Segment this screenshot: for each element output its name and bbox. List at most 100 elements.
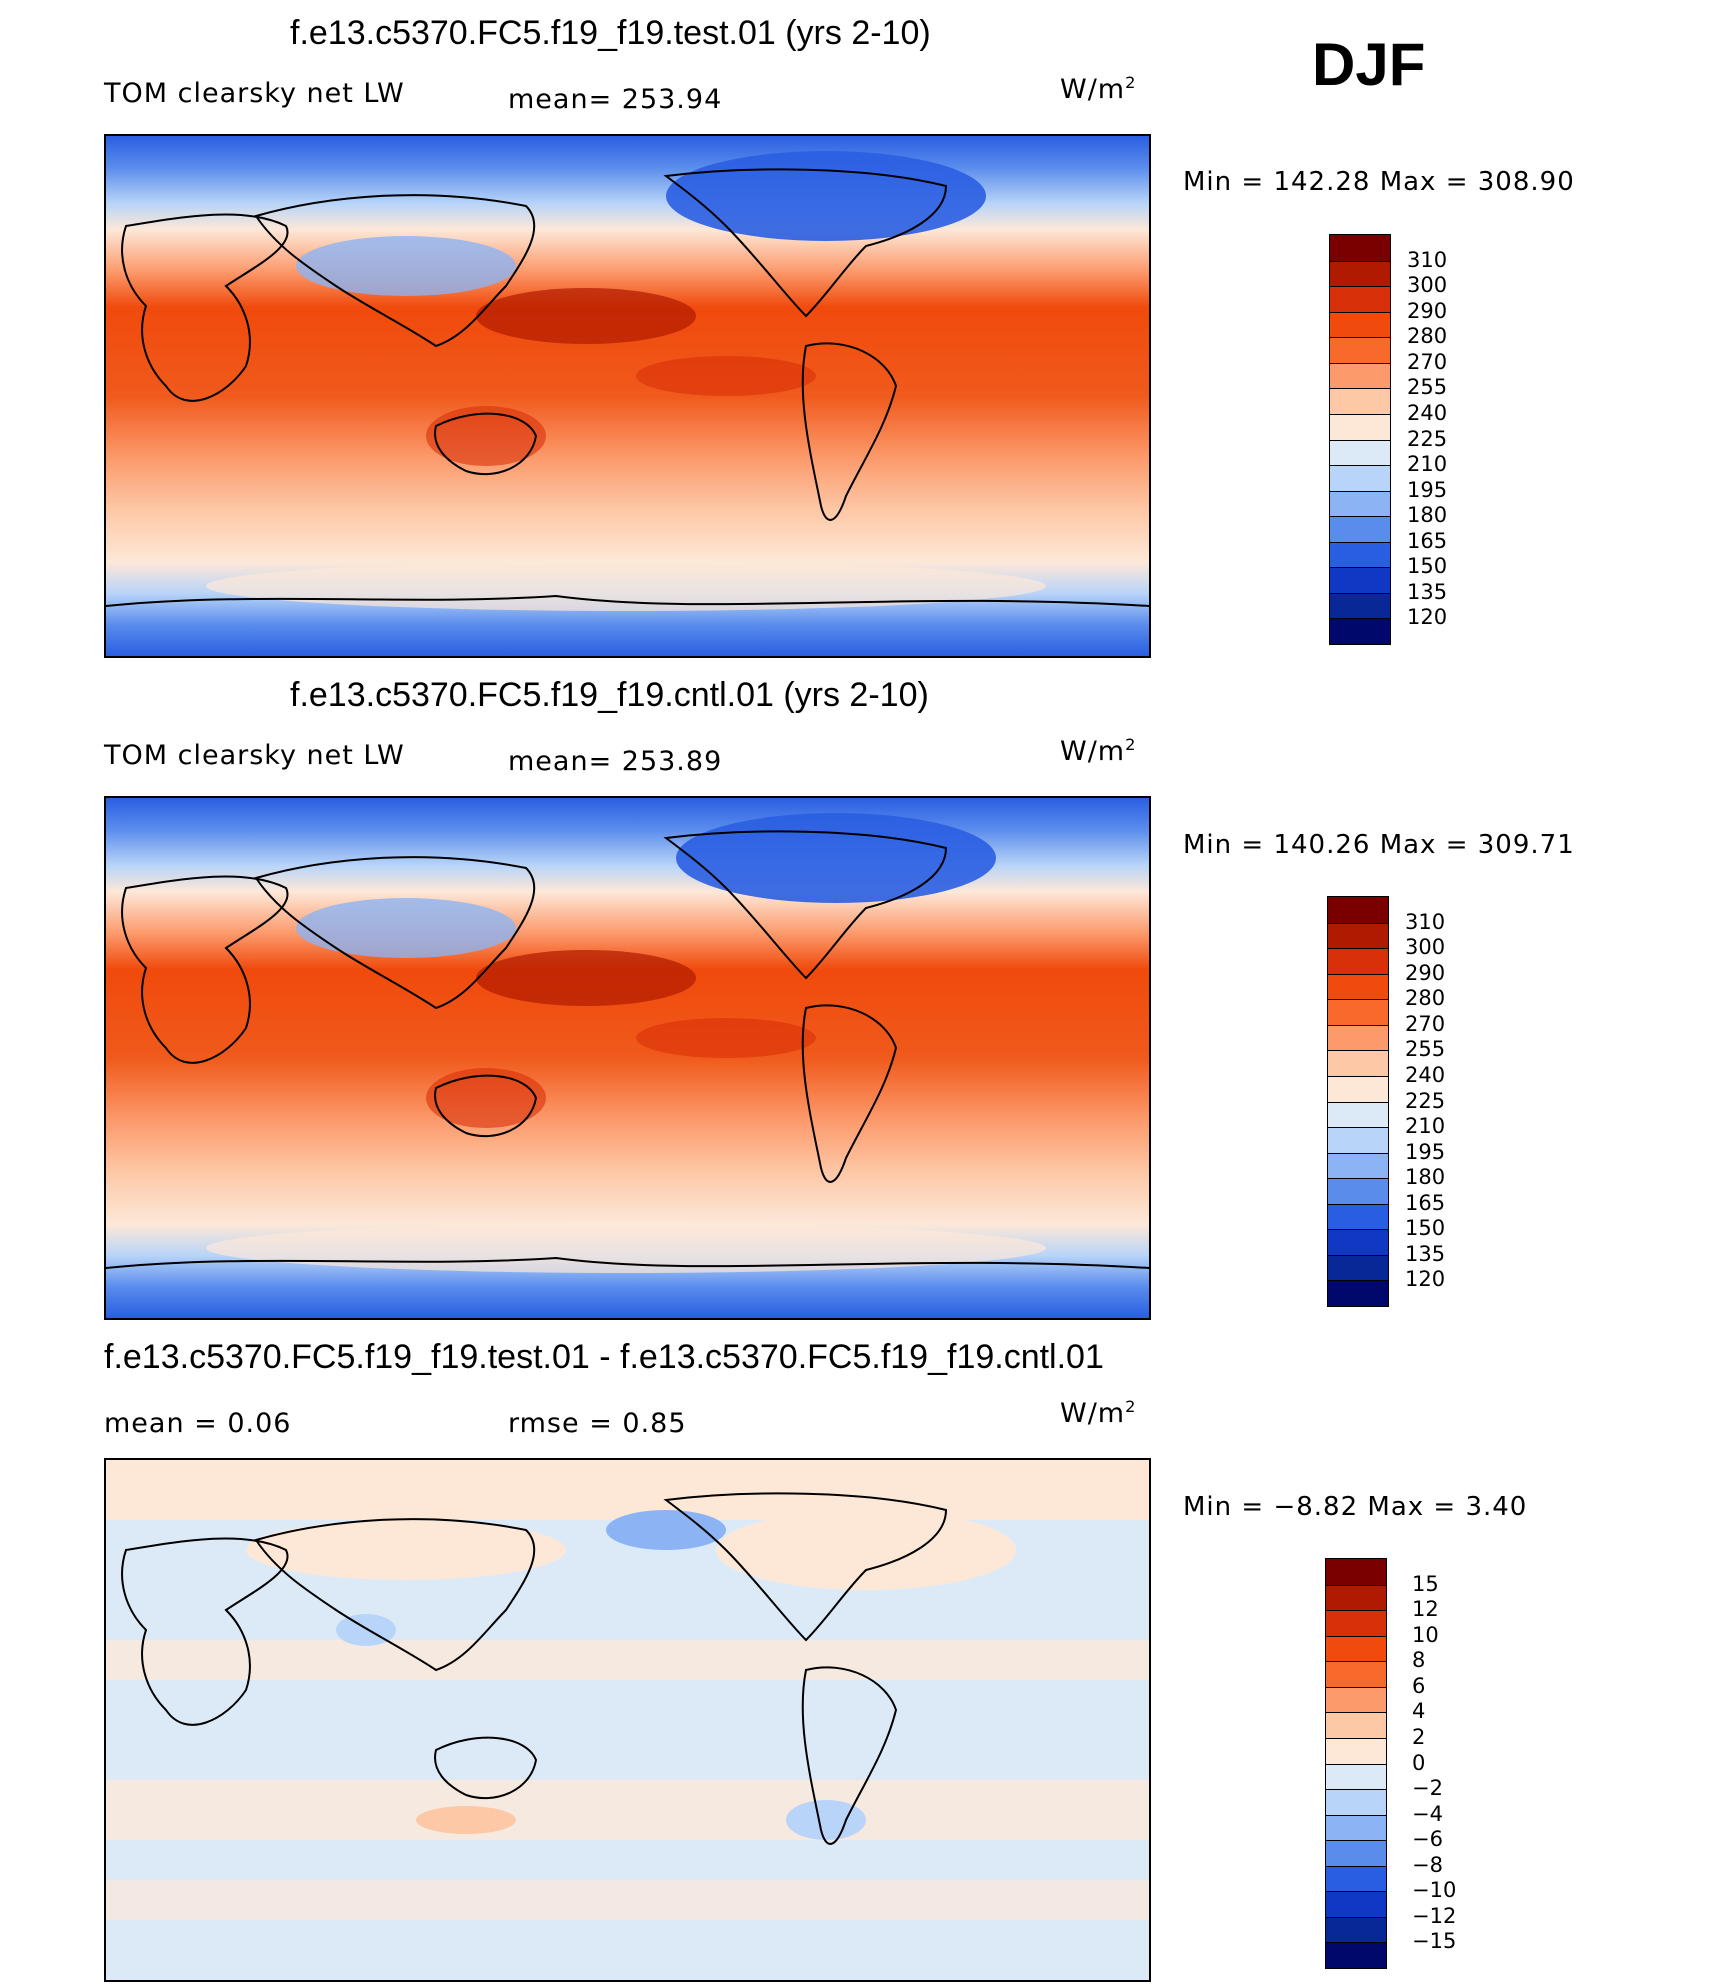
panel-2-title: f.e13.c5370.FC5.f19_f19.cntl.01 (yrs 2-1… [290, 676, 929, 714]
colorbar-tick-label: −4 [1412, 1801, 1443, 1826]
colorbar-tick-label: 15 [1412, 1571, 1439, 1596]
colorbar-swatch [1328, 1280, 1388, 1306]
panel-2-units: W/m2 [1060, 735, 1137, 767]
colorbar-swatch [1330, 490, 1390, 517]
colorbar-swatch [1328, 1254, 1388, 1281]
colorbar-tick-label: 150 [1407, 554, 1448, 579]
colorbar-swatch [1330, 567, 1390, 593]
colorbar-tick-label: −10 [1412, 1878, 1457, 1903]
colorbar-swatch [1326, 1789, 1386, 1815]
colorbar-tick-label: 195 [1405, 1139, 1446, 1164]
panel-1-title: f.e13.c5370.FC5.f19_f19.test.01 (yrs 2-1… [290, 14, 931, 52]
colorbar-tick-label: 270 [1407, 349, 1448, 374]
colorbar-swatch [1328, 1127, 1388, 1153]
panel-1-minmax: Min = 142.28 Max = 308.90 [1183, 167, 1575, 197]
panel-2-minmax: Min = 140.26 Max = 309.71 [1183, 830, 1575, 860]
colorbar-tick-label: 210 [1407, 452, 1448, 477]
colorbar-tick-label: 255 [1407, 375, 1448, 400]
colorbar-swatch [1326, 1635, 1386, 1662]
panel-1-variable-label: TOM clearsky net LW [104, 78, 405, 109]
colorbar-tick-label: 290 [1405, 960, 1446, 985]
panel-1-units: W/m2 [1060, 73, 1137, 105]
colorbar-tick-label: 240 [1405, 1062, 1446, 1087]
colorbar-tick-label: 180 [1405, 1165, 1446, 1190]
colorbar-swatch [1330, 592, 1390, 619]
colorbar-swatch [1330, 439, 1390, 466]
colorbar-swatch [1330, 465, 1390, 491]
colorbar-swatch [1328, 1152, 1388, 1179]
colorbar-swatch [1326, 1840, 1386, 1866]
colorbar-swatch [1326, 1814, 1386, 1841]
colorbar-swatch [1328, 1024, 1388, 1051]
colorbar-tick-label: 6 [1412, 1673, 1426, 1698]
colorbar-tick-label: 290 [1407, 298, 1448, 323]
colorbar-swatch [1330, 618, 1390, 644]
colorbar-tick-label: 165 [1407, 528, 1448, 553]
colorbar-tick-label: 225 [1405, 1088, 1446, 1113]
colorbar-swatch [1330, 337, 1390, 363]
colorbar-tick-label: −2 [1412, 1776, 1443, 1801]
panel-2-mean-label: mean= 253.89 [508, 746, 723, 777]
colorbar-swatch [1330, 362, 1390, 389]
colorbar-tick-label: 0 [1412, 1750, 1426, 1775]
colorbar-swatch [1326, 1559, 1386, 1585]
colorbar-tick-label: 310 [1405, 909, 1446, 934]
colorbar-tick-label: 12 [1412, 1597, 1439, 1622]
panel-3-colorbar [1325, 1558, 1387, 1969]
colorbar-swatch [1330, 413, 1390, 440]
panel-2-variable-label: TOM clearsky net LW [104, 740, 405, 771]
colorbar-swatch [1326, 1712, 1386, 1738]
panel-3-mean-label: mean = 0.06 [104, 1408, 292, 1439]
season-label: DJF [1312, 31, 1426, 98]
panel-1-map [104, 134, 1151, 658]
colorbar-swatch [1330, 388, 1390, 414]
colorbar-swatch [1326, 1610, 1386, 1636]
colorbar-swatch [1326, 1686, 1386, 1713]
colorbar-swatch [1328, 1101, 1388, 1128]
colorbar-tick-label: 210 [1405, 1114, 1446, 1139]
panel-3-rmse-label: rmse = 0.85 [508, 1408, 687, 1439]
panel-1-colorbar [1329, 234, 1391, 645]
colorbar-swatch [1326, 1661, 1386, 1687]
colorbar-swatch [1328, 1050, 1388, 1076]
colorbar-swatch [1326, 1891, 1386, 1917]
colorbar-tick-label: −12 [1412, 1903, 1457, 1928]
colorbar-swatch [1328, 948, 1388, 974]
panel-1-mean-label: mean= 253.94 [508, 84, 723, 115]
colorbar-swatch [1326, 1763, 1386, 1790]
colorbar-tick-label: 120 [1407, 605, 1448, 630]
colorbar-swatch [1326, 1737, 1386, 1764]
colorbar-tick-label: 240 [1407, 400, 1448, 425]
colorbar-swatch [1326, 1942, 1386, 1968]
colorbar-swatch [1330, 541, 1390, 568]
colorbar-swatch [1328, 1178, 1388, 1204]
colorbar-swatch [1328, 897, 1388, 923]
colorbar-tick-label: 280 [1407, 324, 1448, 349]
panel-2-map [104, 796, 1151, 1320]
panel-2-colorbar [1327, 896, 1389, 1307]
colorbar-tick-label: −6 [1412, 1827, 1443, 1852]
colorbar-tick-label: 135 [1407, 579, 1448, 604]
colorbar-swatch [1328, 1229, 1388, 1255]
panel-3-map [104, 1458, 1151, 1982]
colorbar-tick-label: 8 [1412, 1648, 1426, 1673]
colorbar-tick-label: 225 [1407, 426, 1448, 451]
colorbar-tick-label: 300 [1405, 935, 1446, 960]
colorbar-swatch [1326, 1916, 1386, 1943]
colorbar-swatch [1328, 999, 1388, 1025]
colorbar-tick-label: 120 [1405, 1267, 1446, 1292]
colorbar-tick-label: 2 [1412, 1724, 1426, 1749]
colorbar-tick-label: 300 [1407, 273, 1448, 298]
colorbar-swatch [1330, 311, 1390, 338]
colorbar-tick-label: 4 [1412, 1699, 1426, 1724]
colorbar-swatch [1326, 1584, 1386, 1611]
colorbar-tick-label: 150 [1405, 1216, 1446, 1241]
colorbar-swatch [1328, 973, 1388, 1000]
colorbar-tick-label: 135 [1405, 1241, 1446, 1266]
colorbar-tick-label: 195 [1407, 477, 1448, 502]
colorbar-tick-label: −15 [1412, 1929, 1457, 1954]
colorbar-swatch [1330, 235, 1390, 261]
colorbar-swatch [1328, 922, 1388, 949]
colorbar-swatch [1328, 1203, 1388, 1230]
colorbar-tick-label: 165 [1405, 1190, 1446, 1215]
